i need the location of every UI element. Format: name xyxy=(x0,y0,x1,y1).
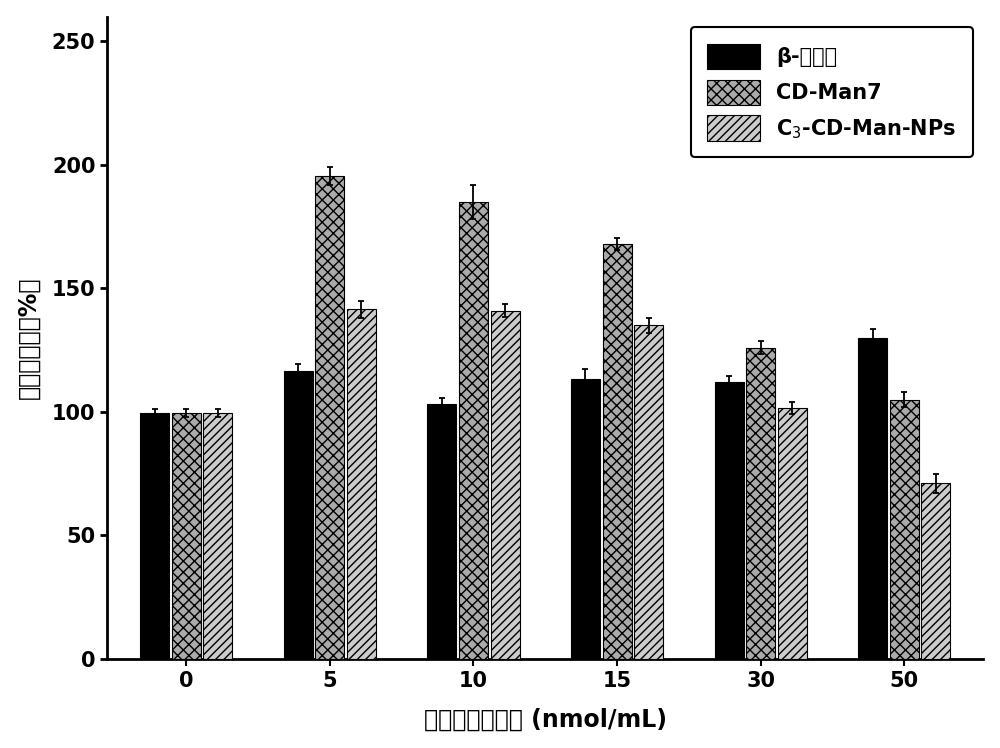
Bar xyxy=(284,371,313,659)
Bar xyxy=(172,413,201,659)
Bar xyxy=(603,244,632,659)
Bar xyxy=(203,413,232,659)
Bar xyxy=(634,325,663,659)
Bar xyxy=(746,348,775,659)
Y-axis label: 细胞存活率（%）: 细胞存活率（%） xyxy=(17,277,41,399)
Bar xyxy=(858,338,887,659)
Bar xyxy=(890,399,919,659)
X-axis label: 环糖精基团浓度 (nmol/mL): 环糖精基团浓度 (nmol/mL) xyxy=(424,708,667,732)
Bar xyxy=(571,378,600,659)
Legend: β-环糖精, CD-Man7, C$_3$-CD-Man-NPs: β-环糖精, CD-Man7, C$_3$-CD-Man-NPs xyxy=(691,27,973,158)
Bar xyxy=(491,310,520,659)
Bar xyxy=(459,202,488,659)
Bar xyxy=(921,483,950,659)
Bar xyxy=(315,176,344,659)
Bar xyxy=(778,408,807,659)
Bar xyxy=(427,405,456,659)
Bar xyxy=(140,413,169,659)
Bar xyxy=(715,382,744,659)
Bar xyxy=(347,310,376,659)
